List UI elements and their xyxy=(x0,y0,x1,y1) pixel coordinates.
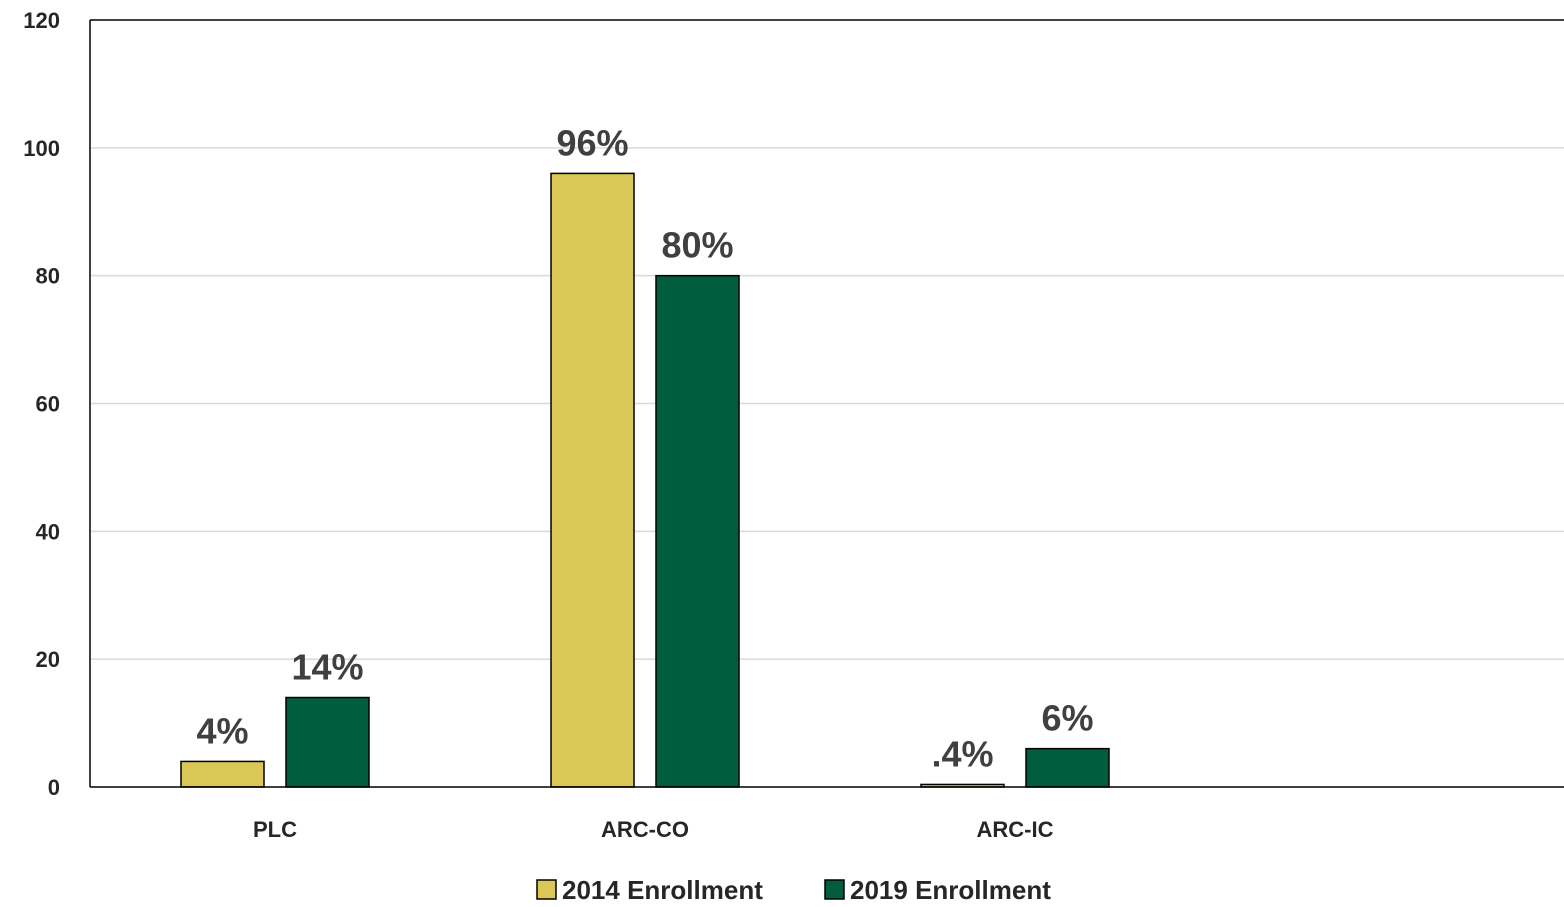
data-label: 80% xyxy=(661,225,733,266)
data-label: 6% xyxy=(1041,698,1093,739)
axes xyxy=(89,19,1564,788)
y-tick-label: 80 xyxy=(36,264,60,289)
gridlines xyxy=(90,147,1564,660)
x-category-label: PLC xyxy=(253,817,297,842)
y-tick-labels: 0 20 40 60 80 100 120 xyxy=(23,8,60,800)
bar xyxy=(655,274,740,788)
y-tick-label: 100 xyxy=(23,136,60,161)
y-tick-label: 20 xyxy=(36,647,60,672)
bar xyxy=(550,172,635,788)
legend: 2014 Enrollment 2019 Enrollment xyxy=(536,875,1051,905)
data-label: 14% xyxy=(291,647,363,688)
legend-swatch xyxy=(824,879,845,900)
legend-label: 2014 Enrollment xyxy=(562,875,763,905)
data-label: 96% xyxy=(556,122,628,163)
x-category-labels: PLC ARC-CO ARC-IC xyxy=(253,817,1054,842)
y-tick-label: 40 xyxy=(36,519,60,544)
data-labels: 4% 14% 96% 80% .4% 6% xyxy=(196,122,1093,774)
x-category-label: ARC-CO xyxy=(601,817,689,842)
legend-swatch xyxy=(536,879,557,900)
bar xyxy=(1025,747,1110,788)
data-label: 4% xyxy=(196,710,248,751)
y-tick-label: 120 xyxy=(23,8,60,33)
legend-label: 2019 Enrollment xyxy=(850,875,1051,905)
y-tick-label: 60 xyxy=(36,392,60,417)
bar xyxy=(285,696,370,788)
bars xyxy=(180,172,1110,788)
data-label: .4% xyxy=(931,733,993,774)
x-category-label: ARC-IC xyxy=(977,817,1054,842)
y-tick-label: 0 xyxy=(48,775,60,800)
bar xyxy=(180,760,265,788)
